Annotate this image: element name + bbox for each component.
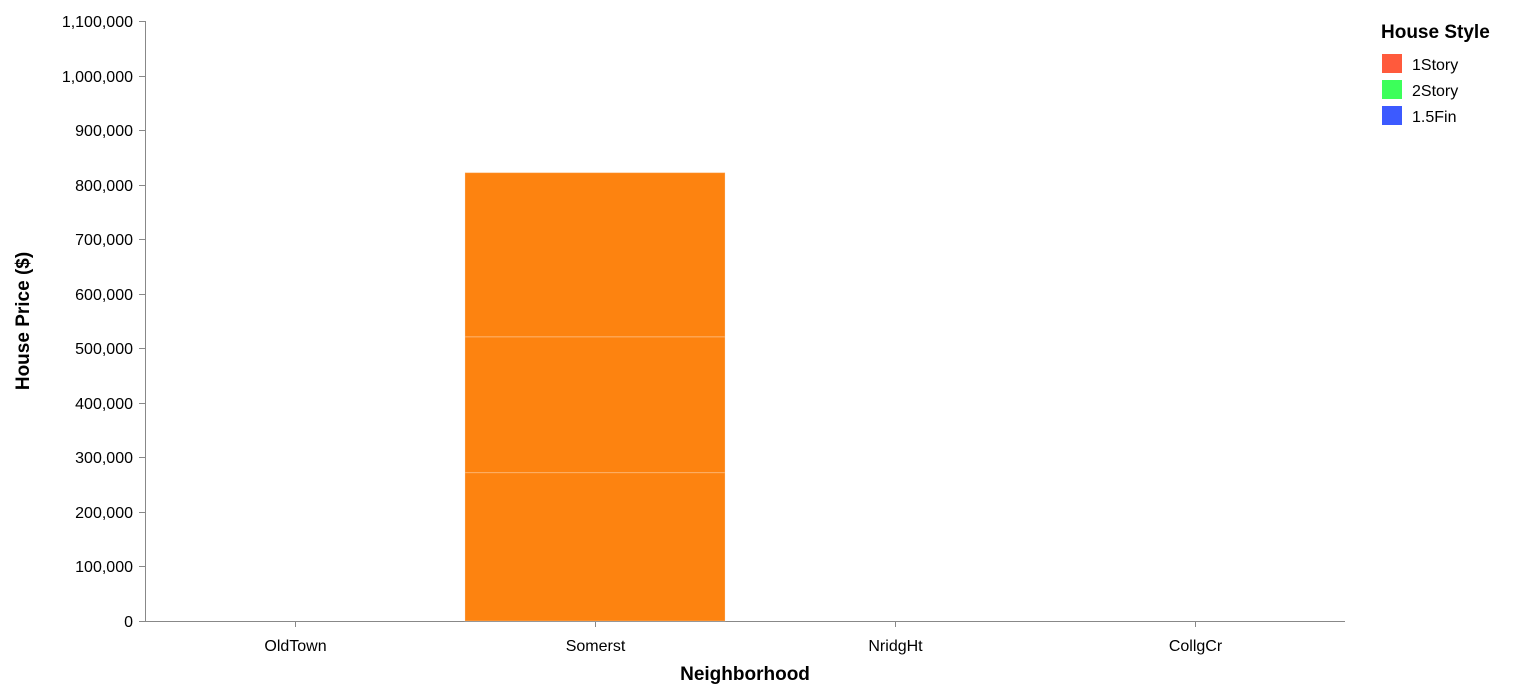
x-axis: OldTown Somerst NridgHt CollgCr <box>145 621 1345 655</box>
legend-label: 1.5Fin <box>1412 109 1456 126</box>
y-tick-label: 1,100,000 <box>62 14 133 31</box>
legend-swatch-2story <box>1382 80 1402 99</box>
legend-swatch-1.5fin <box>1382 106 1402 125</box>
x-tick-label: NridgHt <box>868 638 923 655</box>
x-axis-title: Neighborhood <box>680 664 810 685</box>
y-tick-label: 300,000 <box>75 450 133 467</box>
legend-label: 1Story <box>1412 57 1458 74</box>
x-tick-label: OldTown <box>264 638 326 655</box>
bar-segment-somerst[interactable] <box>464 336 726 474</box>
y-tick-label: 600,000 <box>75 287 133 304</box>
legend-label: 2Story <box>1412 83 1458 100</box>
y-tick-label: 200,000 <box>75 505 133 522</box>
x-tick-label: CollgCr <box>1169 638 1223 655</box>
y-tick-label: 500,000 <box>75 341 133 358</box>
y-tick-label: 1,000,000 <box>62 69 133 86</box>
legend-title: House Style <box>1381 22 1490 43</box>
x-tick-label: Somerst <box>566 638 626 655</box>
y-tick-label: 700,000 <box>75 232 133 249</box>
y-axis: 0 100,000 200,000 300,000 400,000 500,000 600,… <box>62 14 146 631</box>
y-tick-label: 0 <box>124 614 133 631</box>
y-tick-label: 900,000 <box>75 123 133 140</box>
bars-layer <box>464 172 726 622</box>
y-axis-title: House Price ($) <box>13 252 34 390</box>
legend-swatch-1story <box>1382 54 1402 73</box>
y-tick-label: 400,000 <box>75 396 133 413</box>
y-tick-label: 800,000 <box>75 178 133 195</box>
bar-segment-somerst[interactable] <box>464 472 726 622</box>
y-tick-label: 100,000 <box>75 559 133 576</box>
bar-segment-somerst[interactable] <box>464 172 726 338</box>
legend: House Style 1Story 2Story 1.5Fin <box>1381 22 1490 126</box>
